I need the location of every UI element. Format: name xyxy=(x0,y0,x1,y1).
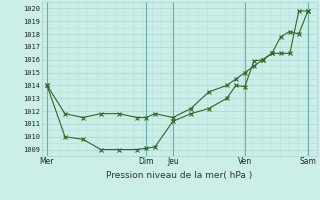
X-axis label: Pression niveau de la mer( hPa ): Pression niveau de la mer( hPa ) xyxy=(106,171,252,180)
